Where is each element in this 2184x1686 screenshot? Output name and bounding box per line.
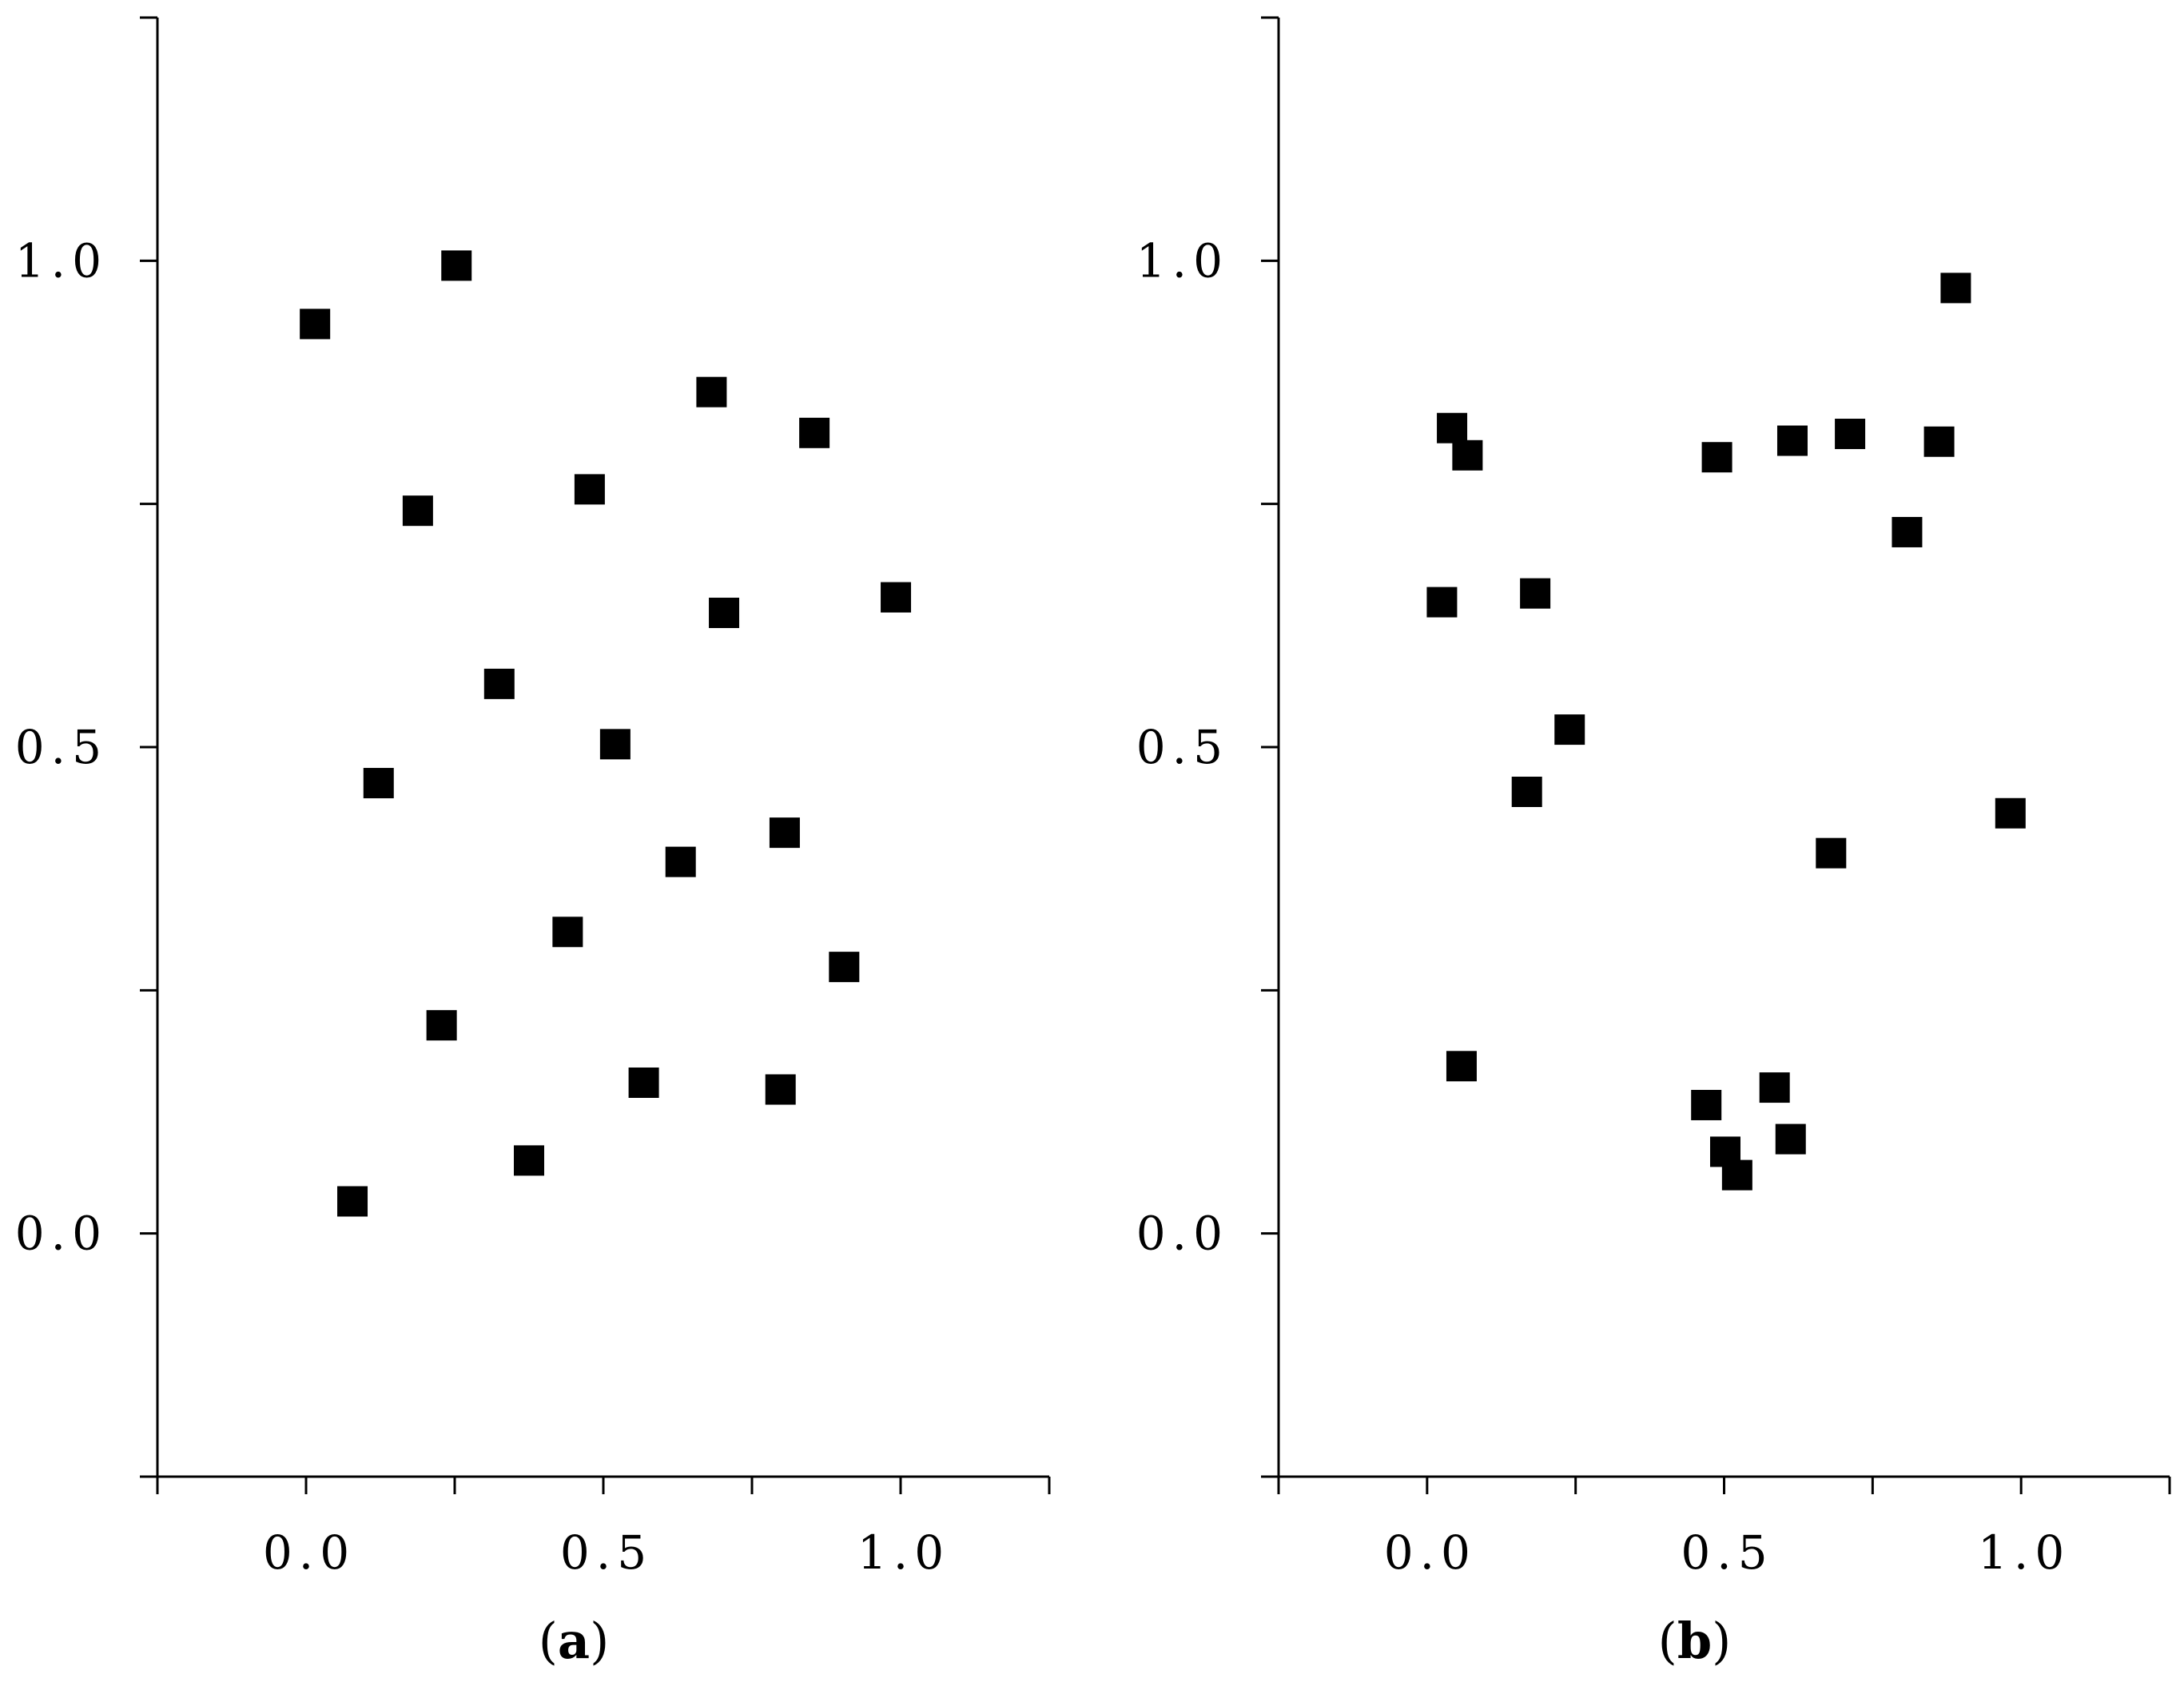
y-tick-label: 1.0 [1136, 233, 1229, 288]
x-tick-label: 1.0 [1978, 1525, 2071, 1580]
scatter-point [1446, 1051, 1477, 1082]
x-tick-label: 1.0 [857, 1525, 950, 1580]
y-tick-label: 0.5 [1136, 720, 1229, 774]
scatter-point [1554, 714, 1585, 746]
scatter-point [337, 1186, 368, 1217]
scatter-point [1835, 419, 1866, 450]
scatter-point [799, 417, 830, 448]
scatter-point [363, 768, 394, 799]
scatter-point [1452, 439, 1483, 471]
scatter-point [1923, 426, 1955, 457]
scatter-point [402, 495, 433, 527]
scatter-point [1940, 272, 1971, 304]
scatter-point [1721, 1159, 1752, 1191]
scatter-point [1701, 442, 1732, 473]
x-tick-label: 0.0 [263, 1525, 356, 1580]
scatter-point [1776, 425, 1808, 456]
scatter-point [1511, 776, 1542, 807]
scatter-point [574, 474, 605, 505]
scatter-point [696, 376, 727, 408]
scatter-point [1691, 1089, 1722, 1120]
scatter-point [514, 1145, 544, 1176]
scatter-point [829, 952, 860, 983]
y-tick-label: 0.0 [15, 1207, 108, 1261]
scatter-point [765, 1074, 796, 1105]
x-tick-label: 0.5 [1681, 1525, 1773, 1580]
y-tick-label: 1.0 [15, 233, 108, 288]
scatter-point [709, 598, 740, 629]
scatter-point [483, 668, 515, 699]
scatter-point [1759, 1072, 1790, 1103]
scatter-point [426, 1010, 457, 1041]
scatter-point [881, 582, 912, 613]
scatter-point [1520, 578, 1551, 609]
panel-label: (a) [539, 1612, 610, 1670]
scatter-point [1775, 1123, 1806, 1155]
y-tick-label: 0.5 [15, 720, 108, 774]
scatter-point [665, 846, 696, 877]
x-tick-label: 0.5 [560, 1525, 653, 1580]
scatter-point [1892, 516, 1923, 547]
scatter-panel-a: 0.0 0.5 1.0 0.0 0.5 1.0 (a) [15, 16, 1051, 1670]
panel-label: (b) [1658, 1612, 1732, 1670]
x-tick-label: 0.0 [1384, 1525, 1477, 1580]
scatter-point [599, 729, 631, 760]
scatter-point [769, 817, 800, 849]
scatter-point [1995, 797, 2026, 829]
scatter-point [1437, 412, 1468, 443]
scatter-point [552, 917, 583, 948]
scatter-point [441, 250, 472, 281]
scatter-point [628, 1067, 659, 1098]
scatter-panel-b: 0.0 0.5 1.0 0.0 0.5 1.0 (b) [1136, 16, 2171, 1670]
y-tick-label: 0.0 [1136, 1207, 1229, 1261]
scatter-point [1426, 587, 1458, 618]
scatter-point [1816, 837, 1847, 869]
scatter-point [300, 308, 331, 340]
